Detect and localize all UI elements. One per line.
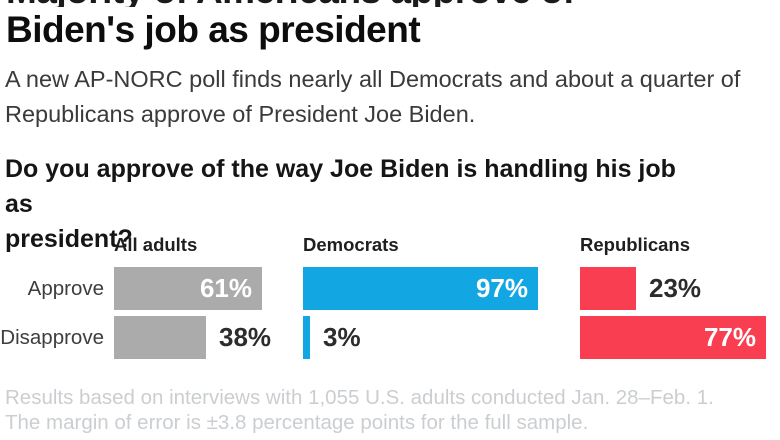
footer-line-1: Results based on interviews with 1,055 U…	[5, 386, 714, 409]
headline-line1-text: Majority of Americans approve of	[6, 0, 776, 7]
poll-question: Do you approve of the way Joe Biden is h…	[5, 152, 705, 257]
bar-value-label: 97%	[475, 273, 528, 303]
bar-value-label: 77%	[703, 322, 756, 352]
question-line-1: Do you approve of the way Joe Biden is h…	[5, 155, 676, 218]
headline: Biden's job as president	[6, 9, 421, 50]
subtitle: A new AP-NORC poll finds nearly all Demo…	[5, 62, 765, 132]
group-header-all-adults: All adults	[114, 234, 198, 255]
bar-chart: All adults Democrats Republicans Approve…	[0, 230, 780, 380]
group-header-democrats: Democrats	[303, 234, 399, 255]
subtitle-line-2: Republicans approve of President Joe Bid…	[5, 101, 476, 127]
bar-value-label: 3%	[323, 322, 361, 352]
bar-value-label: 61%	[199, 273, 252, 303]
row-label-disapprove: Disapprove	[0, 326, 104, 349]
group-header-republicans: Republicans	[580, 234, 690, 255]
bar-value-label: 23%	[649, 273, 702, 303]
bar-democrats-disapprove	[303, 316, 310, 359]
bar-democrats-approve: 97%	[303, 267, 538, 310]
bar-republicans-approve	[580, 267, 636, 310]
footer-line-2: The margin of error is ±3.8 percentage p…	[5, 410, 589, 434]
methodology-note: Results based on interviews with 1,055 U…	[5, 386, 775, 435]
question-line-2: president?	[5, 225, 133, 253]
bar-value-label: 38%	[219, 322, 272, 352]
bar-all-adults-disapprove	[114, 316, 206, 359]
bar-all-adults-approve: 61%	[114, 267, 262, 310]
headline-line1-clipped: Majority of Americans approve of	[6, 0, 776, 7]
subtitle-line-1: A new AP-NORC poll finds nearly all Demo…	[5, 66, 741, 92]
row-label-approve: Approve	[27, 277, 104, 300]
bar-republicans-disapprove: 77%	[580, 316, 766, 359]
